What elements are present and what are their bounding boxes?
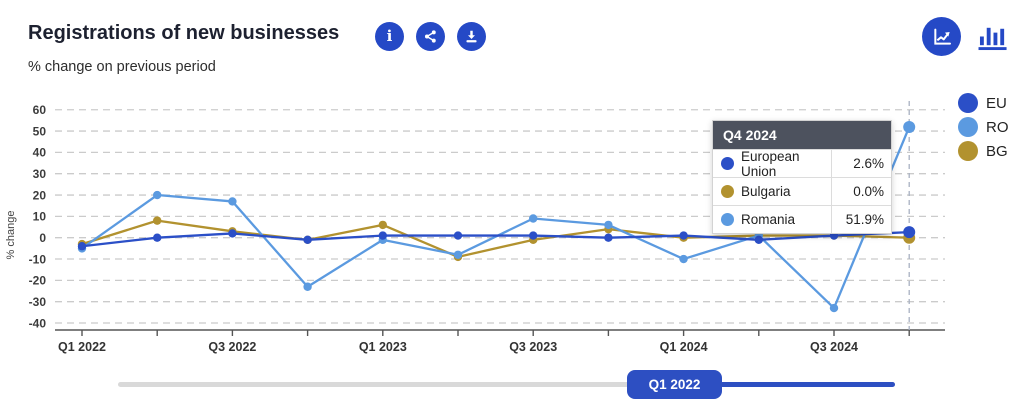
x-axis-tick-label: Q1 2024 <box>660 340 708 354</box>
point-eu-Q3-2023[interactable] <box>529 231 538 240</box>
tooltip-series-dot <box>721 213 734 226</box>
legend: EU RO BG <box>958 93 1009 161</box>
bar-chart-toggle[interactable] <box>977 22 1010 51</box>
y-axis-tick-label: 40 <box>33 146 47 160</box>
tooltip-series-value: 0.0% <box>831 178 891 205</box>
download-button[interactable] <box>457 22 486 51</box>
info-button[interactable]: i <box>375 22 404 51</box>
info-icon: i <box>386 27 393 45</box>
tooltip-series-label: Bulgaria <box>741 184 791 199</box>
legend-label: BG <box>986 142 1008 160</box>
point-eu-Q4-2023[interactable] <box>604 233 613 242</box>
line-chart-icon <box>933 28 951 45</box>
y-axis-tick-label: -20 <box>29 274 47 288</box>
y-axis-tick-label: -10 <box>29 252 47 266</box>
x-axis-tick-label: Q3 2022 <box>208 340 256 354</box>
tooltip-series-dot <box>721 157 734 170</box>
point-eu-Q4-2024[interactable] <box>903 226 916 239</box>
legend-dot-eu <box>958 93 978 113</box>
slider-selected-range[interactable] <box>660 382 895 387</box>
point-eu-Q2-2024[interactable] <box>754 235 763 245</box>
point-eu-Q2-2022[interactable] <box>153 233 162 242</box>
x-axis-tick-label: Q3 2023 <box>509 340 557 354</box>
point-ro-Q4-2024[interactable] <box>903 120 916 133</box>
x-axis-tick-label: Q1 2023 <box>359 340 407 354</box>
line-chart-toggle[interactable] <box>922 17 961 56</box>
point-eu-Q4-2022[interactable] <box>303 235 312 245</box>
tooltip-row: Romania 51.9% <box>713 205 891 233</box>
legend-dot-ro <box>958 117 978 137</box>
legend-label: EU <box>986 94 1007 112</box>
tooltip-rows: European Union 2.6% Bulgaria 0.0% Romania 51.… <box>713 149 891 233</box>
legend-item-bg[interactable]: BG <box>958 141 1009 161</box>
tooltip-title: Q4 2024 <box>713 121 891 149</box>
point-eu-Q2-2023[interactable] <box>453 231 463 240</box>
point-ro-Q4-2022[interactable] <box>303 282 312 291</box>
y-axis-title: % change <box>5 211 17 260</box>
point-ro-Q3-2022[interactable] <box>228 197 237 206</box>
point-eu-Q1-2023[interactable] <box>378 231 387 240</box>
series-line-eu <box>81 231 910 248</box>
tooltip-row: Bulgaria 0.0% <box>713 177 891 205</box>
tooltip-row: European Union 2.6% <box>713 148 891 179</box>
y-axis-tick-label: 60 <box>33 103 47 117</box>
tooltip-series-value: 51.9% <box>831 206 891 233</box>
point-eu-Q1-2022[interactable] <box>77 242 87 251</box>
chart-area: 60 50 40 30 20 10 0 -10 -20 -30 -40 % change Q1 2022… <box>0 85 1024 365</box>
slider-track[interactable] <box>118 382 895 387</box>
share-button[interactable] <box>416 22 445 51</box>
tooltip: Q4 2024 European Union 2.6% Bulgaria 0.0% Ro… <box>712 120 892 234</box>
point-ro-Q2-2022[interactable] <box>153 190 162 200</box>
slider-handle-label: Q1 2022 <box>648 377 701 392</box>
download-icon <box>466 30 477 43</box>
y-axis-tick-label: 50 <box>33 124 47 138</box>
legend-label: RO <box>986 118 1009 136</box>
point-bg-Q1-2023[interactable] <box>378 220 387 230</box>
tooltip-series-label: Romania <box>741 212 796 227</box>
series-line-bg <box>81 219 910 259</box>
view-toggles <box>922 17 1010 56</box>
legend-item-ro[interactable]: RO <box>958 117 1009 137</box>
y-axis-tick-label: 30 <box>33 167 47 181</box>
point-ro-Q3-2024[interactable] <box>829 303 839 313</box>
y-axis-tick-label: 10 <box>33 210 47 224</box>
y-axis-tick-label: 20 <box>33 188 47 202</box>
share-icon <box>424 30 436 43</box>
legend-dot-bg <box>958 141 978 161</box>
header-actions: i <box>375 22 486 51</box>
legend-item-eu[interactable]: EU <box>958 93 1009 113</box>
series-eu <box>77 226 916 251</box>
point-ro-Q2-2023[interactable] <box>453 250 463 259</box>
point-ro-Q1-2024[interactable] <box>679 254 688 264</box>
point-ro-Q4-2023[interactable] <box>604 220 613 230</box>
x-axis-tick-label: Q3 2024 <box>810 340 858 354</box>
point-bg-Q2-2022[interactable] <box>153 216 162 225</box>
point-eu-Q1-2024[interactable] <box>679 231 688 240</box>
bar-chart-icon <box>978 27 1007 51</box>
slider-handle[interactable]: Q1 2022 <box>627 370 722 399</box>
tooltip-series-label: European Union <box>741 148 800 179</box>
page-title: Registrations of new businesses <box>28 22 340 44</box>
line-chart-canvas[interactable]: 60 50 40 30 20 10 0 -10 -20 -30 -40 % change Q1 2022… <box>0 85 1024 365</box>
time-slider: Q1 2022 <box>0 362 1024 404</box>
y-axis-tick-label: -30 <box>29 295 47 309</box>
y-axis-tick-label: -40 <box>29 316 47 330</box>
tooltip-series-value: 2.6% <box>831 150 891 177</box>
point-ro-Q3-2023[interactable] <box>529 214 538 223</box>
x-axis-tick-label: Q1 2022 <box>58 340 106 354</box>
chart-subtitle: % change on previous period <box>28 59 216 75</box>
y-axis-tick-label: 0 <box>39 231 46 245</box>
point-eu-Q3-2022[interactable] <box>228 229 237 238</box>
tooltip-series-dot <box>721 185 734 198</box>
